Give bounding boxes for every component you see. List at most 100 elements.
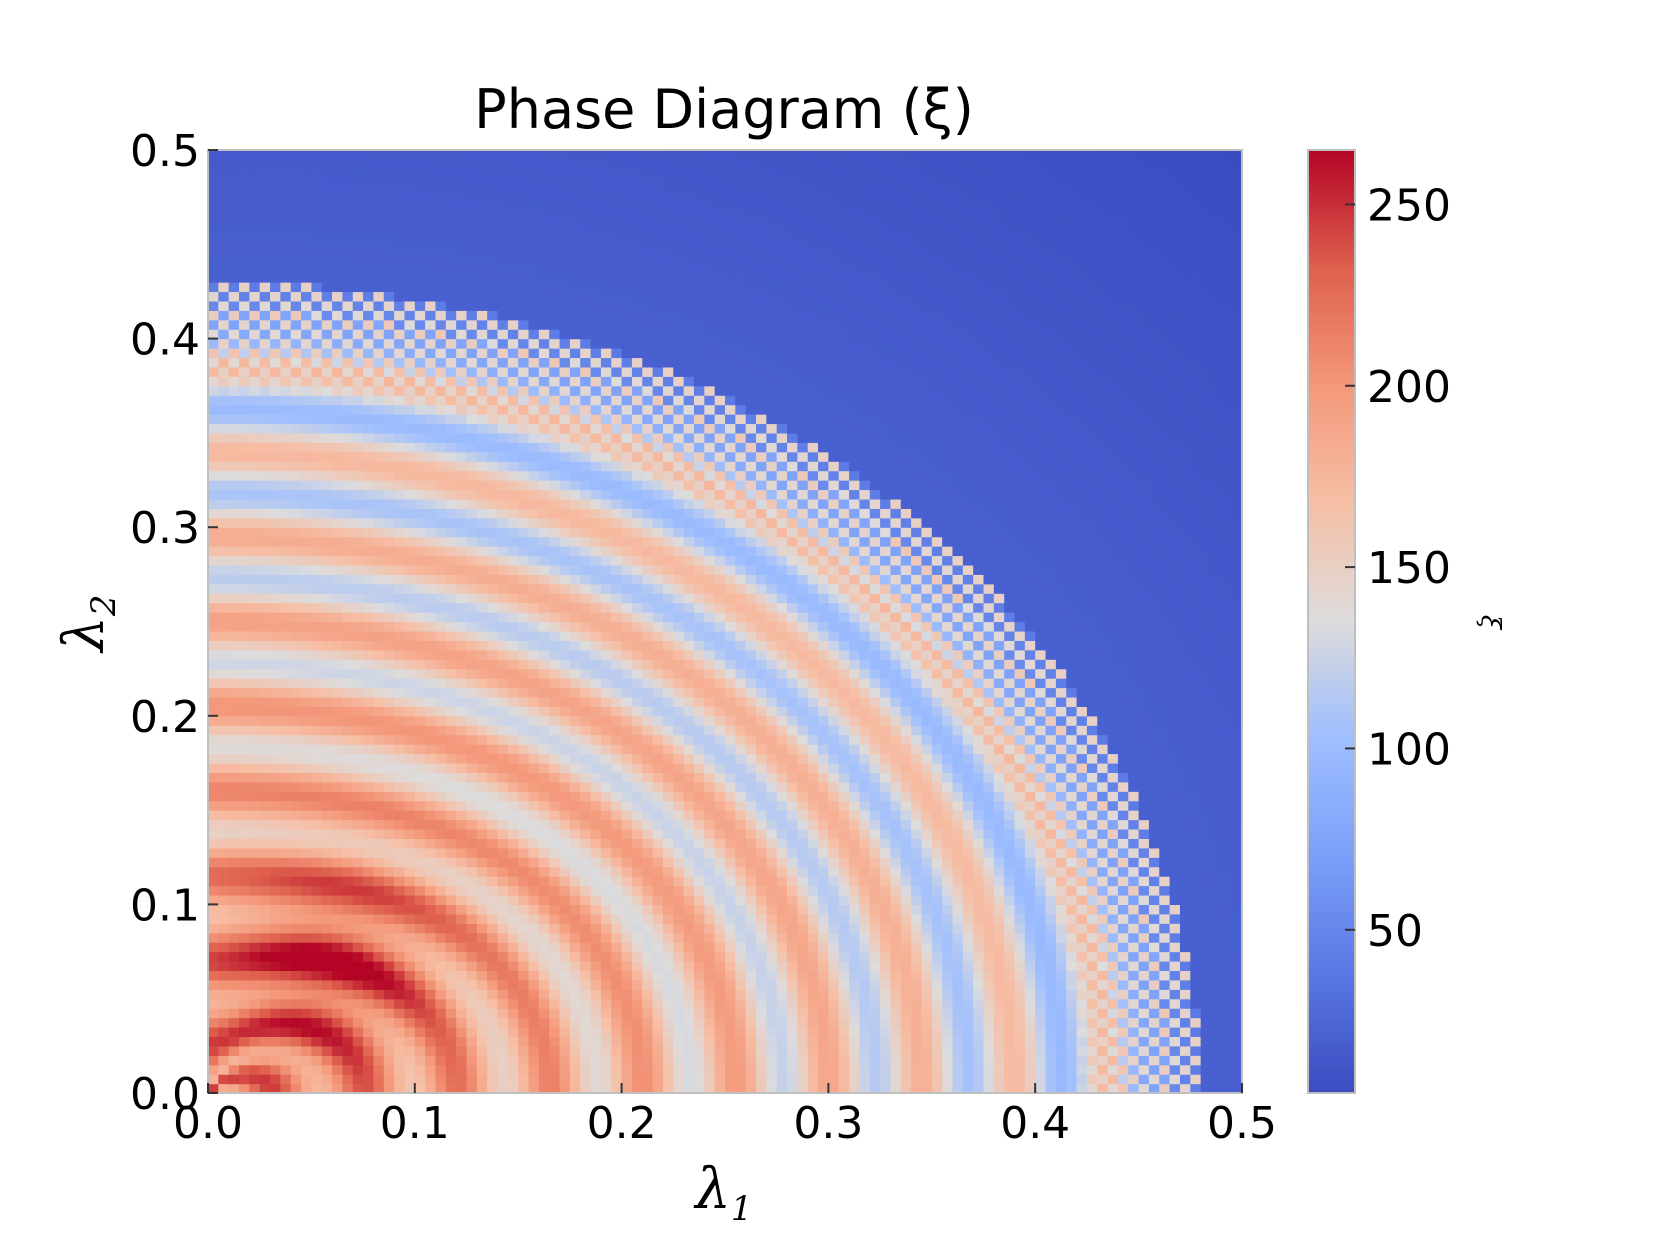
heatmap-cell [1148,838,1160,849]
heatmap-cell [1159,847,1171,858]
heatmap-cell [880,876,892,887]
heatmap-cell [518,998,530,1009]
heatmap-cell [652,904,664,915]
heatmap-cell [1148,857,1160,868]
heatmap-cell [683,696,695,707]
heatmap-cell [787,876,798,887]
heatmap-cell [1117,885,1129,896]
heatmap-cell [1107,1055,1119,1066]
heatmap-cell [849,621,861,632]
heatmap-cell [683,932,695,943]
heatmap-cell [662,1083,674,1094]
heatmap-cell [714,970,726,981]
heatmap-cell [993,687,1005,698]
heatmap-cell [487,1083,499,1094]
heatmap-cell [1179,1026,1191,1038]
heatmap-cell [383,791,395,802]
heatmap-cell [911,1083,923,1094]
heatmap-cell [1004,960,1016,972]
heatmap-cell [290,649,302,660]
heatmap-cell [487,847,499,858]
heatmap-cell [662,668,674,679]
heatmap-cell [1045,951,1057,962]
heatmap-cell [631,979,643,990]
heatmap-cell [1221,1036,1233,1047]
heatmap-cell [1076,942,1088,953]
heatmap-cell [1179,1045,1191,1056]
heatmap-cell [600,1055,612,1066]
heatmap-cell [487,621,499,632]
heatmap-cell [818,913,829,924]
heatmap-cell [1231,668,1243,679]
heatmap-cell [528,885,540,896]
heatmap-cell [352,810,364,821]
heatmap-cell [311,630,323,641]
heatmap-cell [600,678,612,689]
heatmap-cell [1169,725,1181,736]
heatmap-cell [435,885,447,896]
heatmap-cell [952,649,964,660]
heatmap-cell [487,1055,499,1066]
heatmap-cell [673,706,685,717]
heatmap-cell [228,838,240,849]
heatmap-cell [373,960,385,972]
heatmap-cell [642,942,654,953]
heatmap-cell [518,687,530,698]
heatmap-cell [311,706,323,717]
heatmap-cell [952,951,964,962]
heatmap-cell [611,621,623,632]
heatmap-cell [394,866,406,877]
heatmap-cell [931,923,943,934]
heatmap-cell [270,885,281,896]
heatmap-cell [228,706,240,717]
heatmap-cell [249,725,261,736]
heatmap-cell [1169,951,1181,962]
heatmap-cell [725,678,736,689]
heatmap-cell [869,706,881,717]
heatmap-cell [301,876,312,887]
heatmap-cell [600,800,612,811]
heatmap-cell [807,753,819,764]
heatmap-cell [1024,678,1036,689]
heatmap-cell [1086,678,1098,689]
heatmap-cell [342,706,354,717]
heatmap-cell [869,923,881,934]
heatmap-cell [1221,725,1233,736]
heatmap-cell [662,998,674,1009]
heatmap-cell [849,781,861,792]
heatmap-cell [228,791,240,802]
heatmap-cell [766,942,778,953]
heatmap-cell [766,696,778,707]
heatmap-cell [507,630,519,641]
heatmap-cell [745,970,757,981]
heatmap-cell [1138,696,1150,707]
heatmap-cell [466,791,478,802]
heatmap-cell [1190,621,1202,632]
heatmap-cell [549,847,561,858]
heatmap-cell [1014,989,1026,1000]
heatmap-cell [1117,857,1129,868]
heatmap-cell [776,838,788,849]
heatmap-cell [1004,791,1016,802]
heatmap-cell [983,772,995,783]
heatmap-cell [1107,819,1119,830]
heatmap-cell [766,1083,778,1094]
heatmap-cell [590,791,602,802]
heatmap-cell [973,923,985,934]
heatmap-cell [776,866,788,877]
heatmap-cell [290,913,302,924]
heatmap-cell [693,696,705,707]
heatmap-cell [962,970,974,981]
heatmap-cell [1128,630,1140,641]
heatmap-cell [1117,762,1129,773]
heatmap-cell [1148,649,1160,660]
heatmap-cell [373,998,385,1009]
heatmap-cell [383,951,395,962]
heatmap-cell [1148,876,1160,887]
heatmap-cell [466,1026,478,1038]
heatmap-cell [1210,706,1222,717]
heatmap-cell [1231,1026,1243,1038]
heatmap-cell [239,876,250,887]
heatmap-cell [787,1008,798,1019]
heatmap-cell [352,668,364,679]
